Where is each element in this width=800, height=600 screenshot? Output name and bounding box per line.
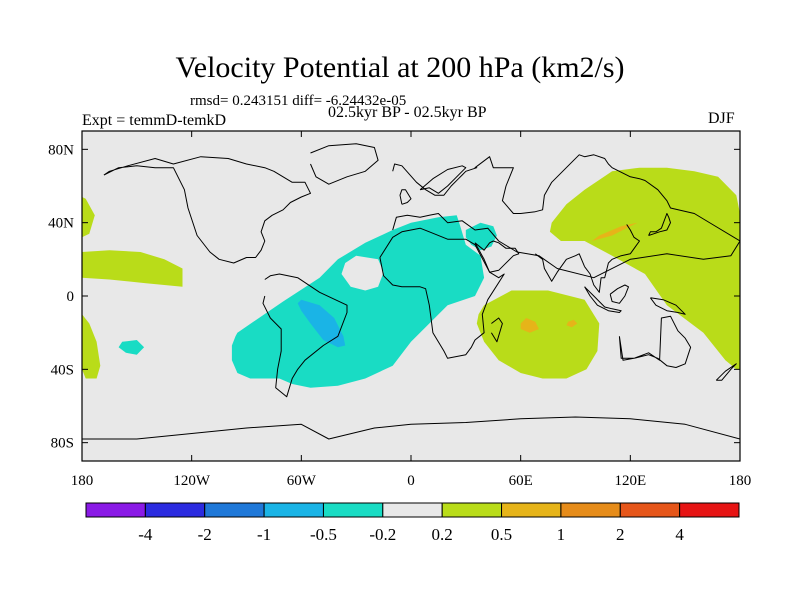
coastline-antarctica	[82, 416, 740, 440]
coastline-north-america	[103, 156, 311, 264]
period-label: 02.5kyr BP - 02.5kyr BP	[328, 104, 487, 121]
colorbar-label: 4	[675, 525, 684, 544]
coastline-arabia	[474, 240, 520, 273]
coastline-africa	[379, 227, 505, 359]
colorbar-label: -4	[138, 525, 153, 544]
coastline-eurasia	[392, 154, 740, 279]
colorbar-label: 0.2	[432, 525, 453, 544]
y-tick-label: 80N	[48, 142, 74, 158]
stats-subtitle: rmsd= 0.243151 diff= -6.24432e-05	[190, 93, 407, 109]
colorbar-label: -1	[257, 525, 271, 544]
coastline-madagascar	[490, 317, 503, 343]
x-tick-label: 120W	[173, 473, 211, 489]
coastline-australia	[618, 315, 692, 368]
coastline-uk	[399, 189, 412, 205]
x-tick-label: 60W	[287, 473, 317, 489]
region-south-america-core-negative	[297, 299, 346, 348]
coastline-japan	[648, 213, 671, 236]
region-indian-core-positive	[566, 319, 578, 328]
colorbar-label: -0.5	[310, 525, 337, 544]
colorbar: -4 -2 -1 -0.5 -0.2 0.2 0.5 1 2 4	[85, 502, 740, 544]
colorbar-swatch	[501, 502, 562, 518]
region-atlantic-hole	[341, 255, 384, 291]
x-tick-label: 180	[71, 473, 94, 489]
y-tick-label: 80S	[51, 436, 74, 452]
colorbar-swatch	[382, 502, 443, 518]
colorbar-swatch	[85, 502, 146, 518]
colorbar-label: -2	[198, 525, 212, 544]
experiment-label: Expt = temmD-temkD	[82, 112, 227, 129]
region-indian-ocean-positive	[476, 290, 600, 379]
coastline-new-guinea	[649, 297, 686, 315]
colorbar-swatch	[322, 502, 384, 518]
coastlines	[82, 143, 740, 440]
coastline-india	[534, 253, 586, 282]
coastline-greenland	[310, 143, 379, 185]
coastline-borneo	[609, 284, 629, 304]
coastline-se-asia	[584, 224, 640, 293]
region-madagascar-core-positive	[520, 318, 539, 333]
x-tick-label: 60E	[509, 473, 533, 489]
season-label: DJF	[708, 110, 735, 127]
colorbar-label: -0.2	[369, 525, 396, 544]
region-dateline-north-positive	[82, 197, 95, 238]
x-tick-label: 120E	[614, 473, 646, 489]
colorbar-swatch	[619, 502, 681, 518]
coastline-scandinavia	[419, 165, 467, 194]
colorbar-label: 2	[616, 525, 625, 544]
chart-title: Velocity Potential at 200 hPa (km2/s)	[175, 51, 625, 84]
coastline-south-america	[262, 273, 348, 398]
colorbar-label: 1	[557, 525, 566, 544]
colorbar-swatch	[204, 502, 265, 518]
colorbar-swatch	[144, 502, 206, 518]
y-tick-label: 40N	[48, 216, 74, 232]
y-tick-label: 40S	[51, 362, 74, 378]
colorbar-swatch	[263, 502, 324, 518]
region-central-atlantic-negative	[231, 215, 485, 388]
region-china-core-positive	[592, 222, 638, 241]
colorbar-swatch	[441, 502, 503, 518]
x-tick-label: 180	[729, 473, 752, 489]
colorbar-swatch	[679, 502, 740, 518]
y-tick-label: 0	[67, 289, 75, 305]
region-east-pacific-positive	[82, 250, 183, 287]
contour-regions	[82, 167, 740, 388]
region-asia-pacific-positive	[549, 167, 740, 370]
x-tick-label: 0	[407, 473, 415, 489]
region-southeast-pacific-negative	[118, 340, 145, 355]
axis-ticks: 180 120W 60W 0 60E 120E 180 80N 40N 0 40S 80S	[48, 131, 751, 489]
coastline-sumatra-java	[584, 286, 622, 313]
colorbar-label: 0.5	[491, 525, 512, 544]
colorbar-swatch	[560, 502, 621, 518]
coastline-new-zealand	[715, 363, 737, 381]
region-dateline-south-positive	[82, 314, 101, 379]
